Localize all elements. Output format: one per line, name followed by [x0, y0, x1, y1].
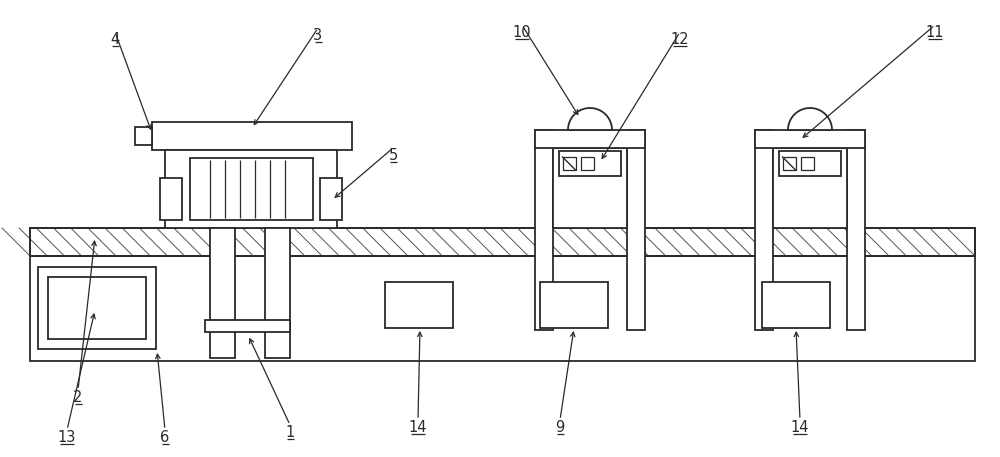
- Bar: [762, 282, 830, 328]
- Bar: [783, 157, 796, 170]
- Bar: [559, 151, 621, 176]
- Text: 5: 5: [388, 148, 398, 163]
- Bar: [847, 130, 865, 330]
- Bar: [205, 320, 290, 332]
- Bar: [535, 130, 553, 330]
- Text: 3: 3: [313, 28, 323, 43]
- Bar: [320, 178, 342, 220]
- Text: 12: 12: [671, 32, 689, 47]
- Bar: [30, 256, 975, 361]
- Text: 4: 4: [110, 32, 120, 47]
- Bar: [540, 282, 608, 328]
- Bar: [773, 148, 847, 228]
- Bar: [755, 130, 865, 148]
- Bar: [801, 157, 814, 170]
- Bar: [160, 178, 182, 220]
- Text: 14: 14: [791, 420, 809, 435]
- Bar: [190, 158, 313, 220]
- Text: 11: 11: [926, 25, 944, 40]
- Bar: [152, 122, 352, 150]
- Polygon shape: [568, 108, 612, 130]
- Bar: [553, 148, 627, 228]
- Text: 1: 1: [285, 425, 295, 440]
- Text: 2: 2: [73, 390, 83, 405]
- Bar: [165, 150, 337, 228]
- Bar: [581, 157, 594, 170]
- Bar: [30, 228, 975, 256]
- Bar: [755, 130, 773, 330]
- Text: 10: 10: [513, 25, 531, 40]
- Text: 6: 6: [160, 430, 170, 445]
- Bar: [48, 277, 146, 339]
- Bar: [563, 157, 576, 170]
- Bar: [535, 130, 645, 148]
- Text: 13: 13: [58, 430, 76, 445]
- Bar: [265, 228, 290, 358]
- Bar: [779, 151, 841, 176]
- Bar: [627, 130, 645, 330]
- Bar: [210, 228, 235, 358]
- Polygon shape: [788, 108, 832, 130]
- Bar: [38, 267, 156, 349]
- Text: 9: 9: [555, 420, 565, 435]
- Bar: [30, 228, 975, 256]
- Bar: [135, 127, 152, 145]
- Bar: [385, 282, 453, 328]
- Text: 14: 14: [409, 420, 427, 435]
